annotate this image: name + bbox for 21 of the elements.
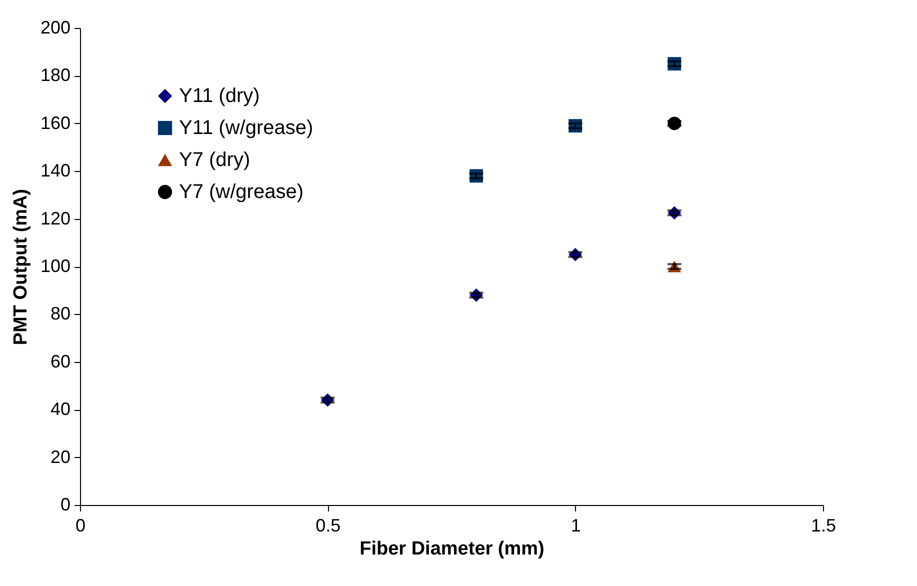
y-tick-label: 200: [40, 18, 70, 38]
legend-label: Y11 (dry): [179, 85, 260, 107]
y-tick-label: 100: [40, 256, 70, 276]
x-axis-title: Fiber Diameter (mm): [360, 538, 544, 560]
y-tick-label: 60: [50, 351, 70, 372]
y-tick-label: 0: [60, 494, 70, 514]
x-tick-label: 0.5: [316, 516, 341, 536]
x-tick-label: 1: [570, 516, 581, 536]
x-tick-label: 1.5: [810, 516, 836, 536]
legend-label: Y11 (w/grease): [179, 117, 314, 139]
y-tick-label: 20: [50, 446, 70, 467]
y-tick-label: 160: [40, 112, 70, 133]
legend-label: Y7 (dry): [179, 149, 250, 171]
y-tick-label: 120: [40, 208, 70, 228]
y-axis-title: PMT Output (mA): [10, 188, 32, 346]
y-tick-label: 180: [40, 65, 70, 86]
x-tick-label: 0: [75, 516, 86, 536]
legend-label: Y7 (w/grease): [179, 181, 304, 203]
y-tick-label: 40: [50, 399, 70, 420]
y-tick-label: 80: [50, 304, 70, 324]
y-tick-label: 140: [40, 160, 70, 181]
